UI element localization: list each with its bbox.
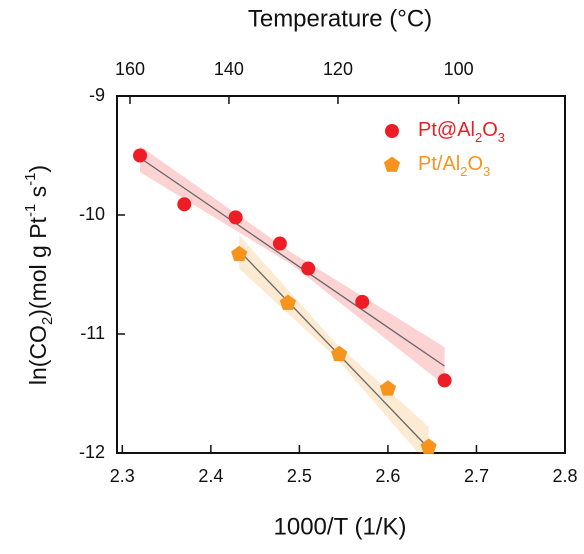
text-run: ln(CO xyxy=(25,325,51,385)
x-axis-label: 1000/T (1/K) xyxy=(274,513,407,540)
y-tick-label: -9 xyxy=(89,85,105,105)
x-tick-label: 2.4 xyxy=(198,466,223,486)
point xyxy=(331,345,348,362)
x2-tick-label: 160 xyxy=(115,59,145,79)
legend-label: Pt@Al2O3 xyxy=(418,119,505,145)
y-tick-label: -10 xyxy=(79,204,105,224)
x-tick-label: 2.3 xyxy=(110,466,135,486)
point xyxy=(437,373,452,388)
text-run: Pt/Al xyxy=(418,153,460,175)
plot-frame xyxy=(116,95,566,454)
text-run: 2 xyxy=(475,130,482,145)
text-run: s xyxy=(25,186,51,204)
point xyxy=(133,148,148,163)
text-run: Pt@Al xyxy=(418,119,475,141)
point xyxy=(279,294,296,310)
fit-line xyxy=(238,250,430,449)
legend-marker xyxy=(385,124,399,138)
text-run: -1 xyxy=(22,204,39,217)
confidence-band xyxy=(140,145,445,386)
text-run: 2 xyxy=(39,317,56,325)
text-run: O xyxy=(467,153,483,175)
point xyxy=(379,380,396,396)
y-axis-label: ln(CO2)(mol g Pt-1 s-1) xyxy=(22,165,56,385)
x-tick-label: 2.6 xyxy=(375,466,400,486)
y-tick-label: -11 xyxy=(80,323,105,343)
point xyxy=(420,438,437,454)
fit-line xyxy=(139,157,445,367)
point xyxy=(228,210,243,225)
top-axis-label: Temperature (°C) xyxy=(248,5,432,32)
text-run: ) xyxy=(25,165,51,173)
text-run: 3 xyxy=(483,164,490,179)
y-tick-label: -12 xyxy=(79,442,105,462)
x2-tick-label: 120 xyxy=(323,59,353,79)
text-run: 3 xyxy=(498,130,505,145)
legend-label: Pt/Al2O3 xyxy=(418,153,490,179)
text-run: )(mol g Pt xyxy=(25,216,51,316)
point xyxy=(177,197,192,212)
point xyxy=(231,245,248,262)
x-tick-label: 2.5 xyxy=(287,466,312,486)
x-tick-label: 2.7 xyxy=(464,466,489,486)
x2-tick-label: 140 xyxy=(214,59,244,79)
point xyxy=(272,236,287,251)
legend-marker xyxy=(383,156,401,172)
text-run: O xyxy=(482,119,498,141)
text-run: 2 xyxy=(460,164,467,179)
text-run: -1 xyxy=(22,173,39,186)
x-tick-label: 2.8 xyxy=(552,466,577,486)
point xyxy=(355,294,370,309)
plot-area xyxy=(139,145,445,453)
point xyxy=(301,261,316,276)
x2-tick-label: 100 xyxy=(444,59,474,79)
